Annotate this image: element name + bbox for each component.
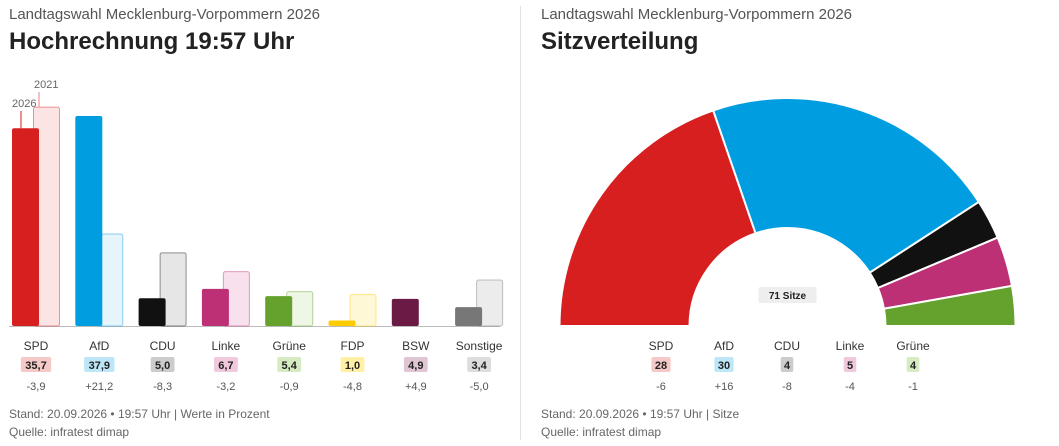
diff-label-sonstige: -5,0 xyxy=(470,381,489,393)
seat-value-spd: 28 xyxy=(655,360,667,372)
value-label-spd: 35,7 xyxy=(25,360,46,372)
seat-party-label-gruene: Grüne xyxy=(896,339,930,353)
year-label-2021: 2021 xyxy=(34,79,58,91)
seat-badge-cdu xyxy=(780,357,794,372)
seat-party-label-cdu: CDU xyxy=(774,339,800,353)
seat-badge-gruene xyxy=(906,357,920,372)
seat-badge-spd xyxy=(651,357,671,372)
seat-party-label-linke: Linke xyxy=(836,339,865,353)
party-label-cdu: CDU xyxy=(150,339,176,353)
total-seats-label: 71 Sitze xyxy=(769,291,807,302)
bar-2021-fdp xyxy=(349,293,377,327)
bar-2026-afd xyxy=(75,116,103,326)
party-label-gruene: Grüne xyxy=(273,339,307,353)
seat-party-label-spd: SPD xyxy=(649,339,674,353)
panel-divider xyxy=(520,6,521,440)
seat-party-label-afd: AfD xyxy=(714,339,734,353)
party-label-afd: AfD xyxy=(89,339,109,353)
seat-segment-gruene xyxy=(882,284,1017,327)
diff-label-cdu: -8,3 xyxy=(153,381,172,393)
bar-2026-gruene xyxy=(265,296,293,326)
seat-value-gruene: 4 xyxy=(910,360,917,372)
vote-share-panel: Landtagswahl Mecklenburg-Vorpommern 2026… xyxy=(0,0,520,446)
vote-chart-title: Hochrechnung 19:57 Uhr xyxy=(9,28,295,55)
value-badge-fdp xyxy=(340,357,365,372)
party-label-linke: Linke xyxy=(212,339,241,353)
diff-label-spd: -3,9 xyxy=(27,381,46,393)
vote-chart-footer-stand: Stand: 20.09.2026 • 19:57 Uhr | Werte in… xyxy=(9,407,270,421)
value-label-bsw: 4,9 xyxy=(408,360,423,372)
party-label-spd: SPD xyxy=(24,339,49,353)
value-label-fdp: 1,0 xyxy=(345,360,360,372)
diff-label-afd: +21,2 xyxy=(85,381,113,393)
seat-diff-linke: -4 xyxy=(845,381,855,393)
vote-chart-subtitle: Landtagswahl Mecklenburg-Vorpommern 2026 xyxy=(9,6,321,23)
seat-diff-afd: +16 xyxy=(715,381,734,393)
value-badge-gruene xyxy=(277,357,302,372)
value-label-gruene: 5,4 xyxy=(282,360,298,372)
value-label-linke: 6,7 xyxy=(218,360,233,372)
value-badge-bsw xyxy=(403,357,428,372)
bar-2021-cdu xyxy=(159,252,187,327)
bar-2026-spd xyxy=(12,128,39,326)
seat-segment-afd xyxy=(711,97,981,275)
vote-chart-footer-source: Quelle: infratest dimap xyxy=(9,425,130,439)
seat-chart-footer-stand: Stand: 20.09.2026 • 19:57 Uhr | Sitze xyxy=(541,407,740,421)
seat-distribution-panel: Landtagswahl Mecklenburg-Vorpommern 2026… xyxy=(521,0,1059,446)
seat-segment-spd xyxy=(558,109,757,327)
bar-2026-cdu xyxy=(138,298,166,326)
seat-badge-linke xyxy=(843,357,857,372)
bar-2021-sonstige xyxy=(476,279,504,327)
value-badge-linke xyxy=(214,357,238,372)
seat-chart-footer-source: Quelle: infratest dimap xyxy=(541,425,662,439)
seat-value-linke: 5 xyxy=(847,360,853,372)
bar-2026-fdp xyxy=(328,320,356,326)
seat-value-afd: 30 xyxy=(718,360,730,372)
seat-badge-afd xyxy=(714,357,734,372)
seat-diff-spd: -6 xyxy=(656,381,666,393)
seat-chart-subtitle: Landtagswahl Mecklenburg-Vorpommern 2026 xyxy=(541,6,853,23)
year-label-2026: 2026 xyxy=(12,98,36,110)
seat-distribution-half-donut: 71 Sitze SPD 28 -6 AfD 30 +16 CDU 4 -8 Linke 5 -4 Grü… xyxy=(558,97,1017,393)
value-label-cdu: 5,0 xyxy=(155,360,170,372)
party-label-sonstige: Sonstige xyxy=(456,339,503,353)
total-seats-badge xyxy=(758,287,817,303)
value-label-sonstige: 3,4 xyxy=(471,360,487,372)
value-badge-cdu xyxy=(150,357,175,372)
seat-value-cdu: 4 xyxy=(784,360,791,372)
diff-label-gruene: -0,9 xyxy=(280,381,299,393)
party-label-fdp: FDP xyxy=(341,339,365,353)
value-badge-afd xyxy=(84,357,115,372)
vote-share-bar-chart: SPD 35,7 -3,9 AfD 37,9 +21,2 CDU 5,0 -8,3 Linke 6,… xyxy=(9,79,504,393)
bar-2026-linke xyxy=(201,288,229,326)
diff-label-bsw: +4,9 xyxy=(405,381,427,393)
seat-diff-cdu: -8 xyxy=(782,381,792,393)
bar-2026-sonstige xyxy=(455,307,483,326)
value-label-afd: 37,9 xyxy=(89,360,110,372)
seat-chart-title: Sitzverteilung xyxy=(541,28,699,55)
value-badge-spd xyxy=(20,357,52,372)
seat-diff-gruene: -1 xyxy=(908,381,918,393)
party-label-bsw: BSW xyxy=(402,339,430,353)
value-badge-sonstige xyxy=(467,357,491,372)
diff-label-fdp: -4,8 xyxy=(343,381,362,393)
diff-label-linke: -3,2 xyxy=(216,381,235,393)
bar-2026-bsw xyxy=(391,298,419,326)
